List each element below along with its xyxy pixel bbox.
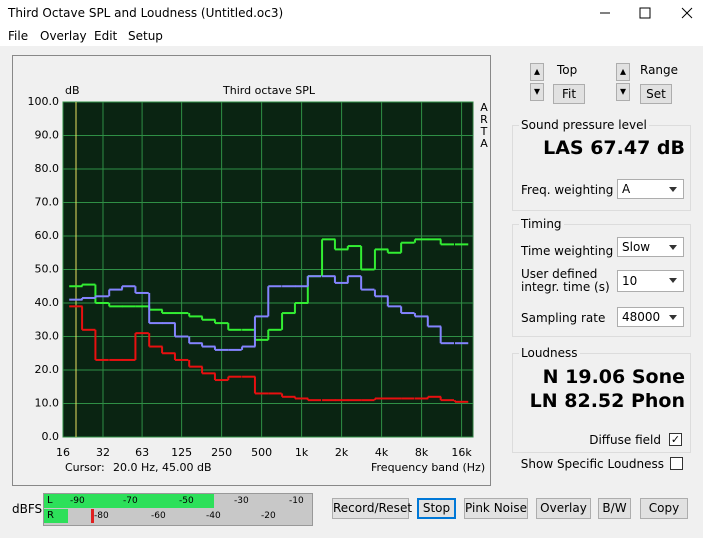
y-tick-label: 100.0 <box>28 95 60 108</box>
label: Time weighting <box>521 244 614 258</box>
checkbox[interactable]: ✓ <box>669 433 682 446</box>
y-tick-label: 40.0 <box>35 296 60 309</box>
group-label: Timing <box>519 217 564 231</box>
button[interactable]: Overlay <box>536 498 591 519</box>
x-tick-label: 16k <box>451 446 472 459</box>
spin-up[interactable]: ▴ <box>530 63 544 81</box>
y-tick-label: 10.0 <box>35 397 60 410</box>
select[interactable]: A <box>617 179 684 199</box>
x-tick-label: 63 <box>135 446 149 459</box>
label: Top <box>557 63 578 77</box>
x-tick-label: 8k <box>415 446 429 459</box>
button[interactable]: Fit <box>553 84 585 104</box>
y-tick-label: 30.0 <box>35 330 60 343</box>
x-tick-label: 125 <box>171 446 192 459</box>
cursor-value: 20.0 Hz, 45.00 dB <box>113 461 212 474</box>
label: R <box>47 510 54 521</box>
meter-scale-label: -60 <box>151 511 166 521</box>
text-input[interactable]: 10 <box>617 270 684 292</box>
button[interactable]: Pink Noise <box>464 498 528 519</box>
label: L <box>47 495 53 506</box>
label: dBFS <box>12 502 43 516</box>
meter-bar <box>44 494 214 508</box>
y-unit: dB <box>65 84 80 97</box>
group-label: Loudness <box>519 346 580 360</box>
y-tick-label: 80.0 <box>35 162 60 175</box>
brand-letter: R <box>480 113 488 126</box>
menu-item[interactable]: Edit <box>94 29 118 43</box>
x-axis-label: Frequency band (Hz) <box>371 461 485 474</box>
menu-bar <box>0 26 703 46</box>
y-tick-label: 60.0 <box>35 229 60 242</box>
select[interactable]: 48000 <box>617 307 684 327</box>
label: integr. time (s) <box>521 280 610 294</box>
label: Freq. weighting <box>521 183 614 197</box>
window-controls[interactable] <box>590 0 703 26</box>
meter-scale-label: -50 <box>179 496 194 506</box>
spin-down[interactable]: ▾ <box>530 83 544 101</box>
meter-bar <box>44 509 68 523</box>
phon-reading: LN 82.52 Phon <box>529 390 685 412</box>
chart-title: Third octave SPL <box>222 84 316 97</box>
x-tick-label: 250 <box>211 446 232 459</box>
y-tick-label: 20.0 <box>35 363 60 376</box>
brand-letter: A <box>480 101 488 114</box>
meter-scale-label: -90 <box>70 496 85 506</box>
menu-item[interactable]: Overlay <box>40 29 87 43</box>
title-bar <box>0 0 703 26</box>
spl-reading: LAS 67.47 dB <box>543 137 685 159</box>
spin-up[interactable]: ▴ <box>616 63 630 81</box>
group: Sound pressure level <box>512 118 691 211</box>
button[interactable]: Record/Reset <box>332 498 412 519</box>
brand-letter: A <box>480 137 488 150</box>
x-tick-label: 32 <box>96 446 110 459</box>
button[interactable]: Set <box>640 84 672 104</box>
x-tick-label: 2k <box>335 446 349 459</box>
label: Diffuse field <box>589 433 661 447</box>
y-tick-label: 90.0 <box>35 129 60 142</box>
label: Range <box>640 63 679 77</box>
x-tick-label: 1k <box>295 446 309 459</box>
meter-scale-label: -10 <box>289 496 304 506</box>
group: Timing <box>512 217 691 337</box>
group-label: Sound pressure level <box>519 118 649 132</box>
group: Loudness <box>512 346 691 453</box>
label: User defined <box>521 267 598 281</box>
button[interactable]: Stop <box>417 498 456 519</box>
checkbox[interactable] <box>670 457 683 470</box>
brand-letter: T <box>480 125 488 138</box>
y-tick-label: 70.0 <box>35 196 60 209</box>
menu-item[interactable]: Setup <box>128 29 163 43</box>
label: Sampling rate <box>521 311 606 325</box>
button[interactable]: Copy <box>640 498 688 519</box>
y-tick-label: 0.0 <box>42 430 60 443</box>
cursor-label: Cursor: <box>65 461 105 474</box>
meter-scale-label: -70 <box>123 496 138 506</box>
chart: 0.0 10.0 20.0 30.0 40.0 50.0 60.0 70.0 80.0 90.0 1… <box>12 55 491 486</box>
label: Show Specific Loudness <box>520 457 664 471</box>
x-tick-label: 4k <box>375 446 389 459</box>
spin-down[interactable]: ▾ <box>616 83 630 101</box>
meter-scale-label: -40 <box>206 511 221 521</box>
meter-scale-label: -30 <box>234 496 249 506</box>
meter-peak <box>91 509 94 523</box>
window-title: Third Octave SPL and Loudness (Untitled.… <box>8 6 284 20</box>
button[interactable]: B/W <box>598 498 631 519</box>
y-tick-label: 50.0 <box>35 263 60 276</box>
meter-scale-label: -20 <box>261 511 276 521</box>
meter-scale-label: -80 <box>94 511 109 521</box>
select[interactable]: Slow <box>617 237 684 257</box>
x-tick-label: 500 <box>251 446 272 459</box>
sone-reading: N 19.06 Sone <box>542 366 685 388</box>
menu-item[interactable]: File <box>8 29 29 43</box>
x-tick-label: 16 <box>56 446 70 459</box>
